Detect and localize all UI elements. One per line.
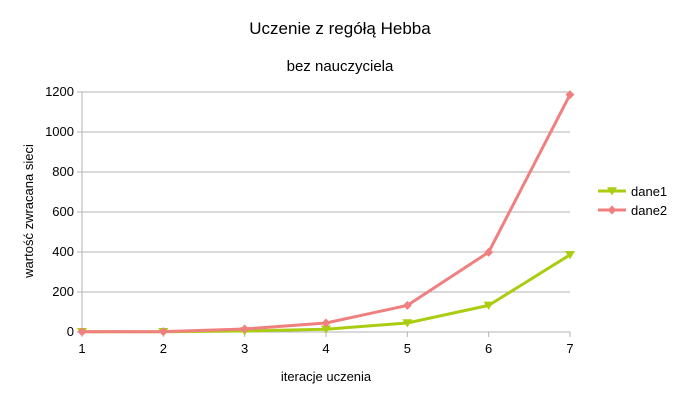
series-line-dane2 — [81, 93, 572, 334]
diamond-icon — [158, 327, 168, 337]
diamond-icon — [77, 327, 87, 337]
triangle-down-icon — [607, 187, 617, 196]
diamond-icon — [240, 324, 250, 334]
legend-label: dane1 — [631, 184, 667, 199]
diamond-icon — [402, 300, 412, 310]
triangle-down-icon — [565, 251, 575, 260]
triangle-down-icon — [483, 301, 494, 310]
y-tick-label: 1200 — [45, 84, 74, 99]
x-tick-label: 3 — [241, 341, 248, 356]
x-tick-label: 7 — [566, 341, 573, 356]
axes: 0 200 400 600 800 1000 1200 1 2 3 4 5 6 7 — [45, 84, 574, 356]
x-tick-label: 6 — [485, 341, 492, 356]
x-tick-label: 5 — [404, 341, 411, 356]
legend-item-dane1: dane1 — [598, 184, 667, 199]
chart-subtitle: bez nauczyciela — [287, 58, 394, 75]
legend-label: dane2 — [631, 203, 667, 218]
x-tick-label: 2 — [160, 341, 167, 356]
x-tick-label: 4 — [322, 341, 329, 356]
y-tick-label: 0 — [67, 324, 74, 339]
diamond-icon — [321, 318, 331, 328]
grid — [82, 91, 570, 293]
series-layer — [77, 90, 575, 337]
y-tick-label: 600 — [52, 204, 74, 219]
triangle-down-icon — [402, 319, 413, 328]
y-tick-label: 1000 — [45, 124, 74, 139]
y-tick-label: 400 — [52, 244, 74, 259]
x-axis-label: iteracje uczenia — [281, 369, 372, 384]
series-dane2 — [77, 90, 575, 337]
y-tick-label: 200 — [52, 284, 74, 299]
legend-item-dane2: dane2 — [598, 203, 667, 218]
diamond-icon — [565, 90, 575, 100]
diamond-icon — [484, 247, 494, 257]
diamond-icon — [607, 205, 617, 215]
y-tick-label: 800 — [52, 164, 74, 179]
triangle-down-icon — [321, 325, 331, 334]
legend: dane1 dane2 — [598, 184, 667, 218]
y-axis-label: wartość zwracana sieci — [21, 144, 36, 279]
chart-title: Uczenie z regółą Hebba — [249, 19, 431, 38]
x-tick-label: 1 — [78, 341, 85, 356]
